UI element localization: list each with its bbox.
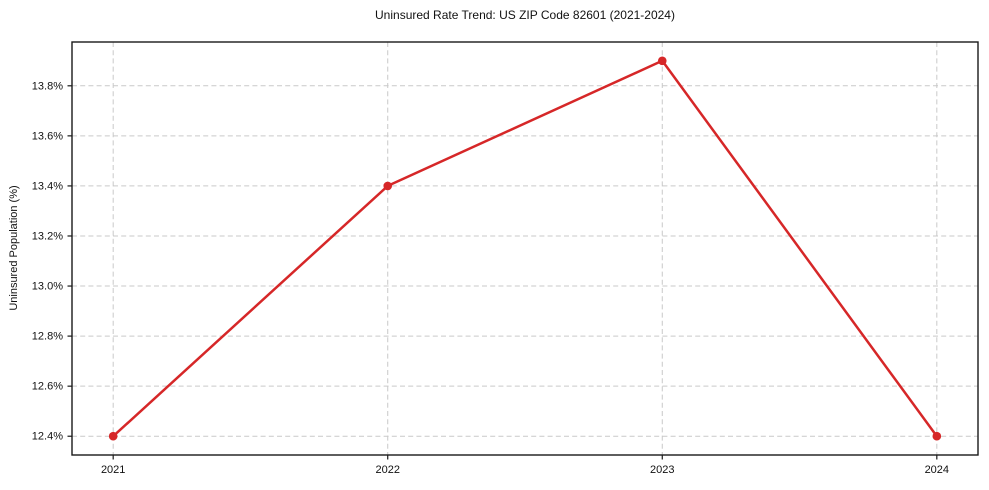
data-point-marker — [657, 56, 667, 66]
data-point-marker — [108, 431, 118, 441]
x-tick-label: 2023 — [650, 464, 674, 476]
data-point-marker — [383, 181, 393, 191]
y-tick-label: 12.4% — [32, 431, 63, 443]
y-tick-label: 12.8% — [32, 331, 63, 343]
y-tick-label: 13.0% — [32, 281, 63, 293]
y-tick-label: 13.8% — [32, 80, 63, 92]
x-tick-label: 2024 — [925, 464, 949, 476]
y-tick-label: 13.6% — [32, 130, 63, 142]
chart-title: Uninsured Rate Trend: US ZIP Code 82601 … — [375, 8, 675, 22]
x-tick-label: 2022 — [375, 464, 399, 476]
y-tick-label: 12.6% — [32, 381, 63, 393]
x-tick-label: 2021 — [101, 464, 125, 476]
y-axis-label: Uninsured Population (%) — [8, 185, 20, 311]
data-point-marker — [932, 431, 942, 441]
axes-frame — [71, 41, 979, 456]
y-tick-label: 13.2% — [32, 230, 63, 242]
y-tick-label: 13.4% — [32, 180, 63, 192]
data-line-series — [112, 59, 938, 438]
